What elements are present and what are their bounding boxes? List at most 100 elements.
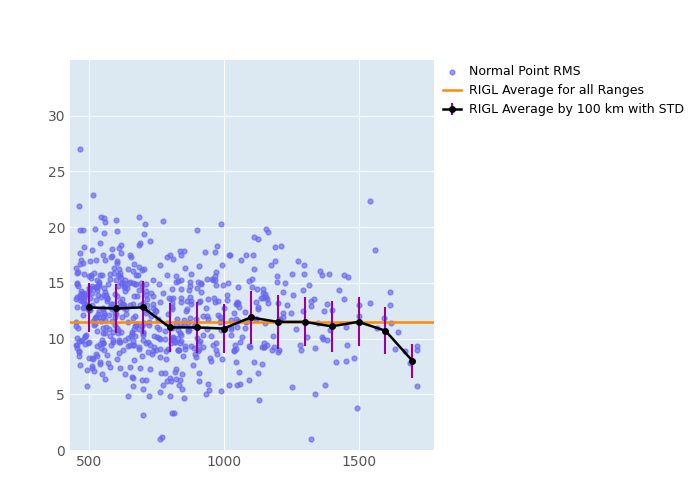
- Normal Point RMS: [183, 326, 195, 334]
- Normal Point RMS: [209, 272, 220, 280]
- Normal Point RMS: [126, 332, 137, 340]
- Normal Point RMS: [163, 345, 174, 353]
- Normal Point RMS: [146, 312, 157, 320]
- Normal Point RMS: [246, 276, 258, 283]
- Normal Point RMS: [353, 301, 364, 309]
- Normal Point RMS: [141, 340, 152, 347]
- Normal Point RMS: [155, 262, 166, 270]
- Normal Point RMS: [97, 271, 108, 279]
- Normal Point RMS: [100, 291, 111, 299]
- Normal Point RMS: [78, 258, 89, 266]
- Normal Point RMS: [113, 244, 125, 252]
- Normal Point RMS: [172, 326, 183, 334]
- Normal Point RMS: [93, 306, 104, 314]
- Normal Point RMS: [134, 239, 146, 247]
- Normal Point RMS: [154, 353, 165, 361]
- Normal Point RMS: [231, 382, 242, 390]
- Normal Point RMS: [131, 270, 142, 278]
- Normal Point RMS: [78, 244, 90, 252]
- Normal Point RMS: [104, 270, 116, 278]
- Normal Point RMS: [259, 339, 270, 347]
- Normal Point RMS: [102, 294, 113, 302]
- Normal Point RMS: [272, 300, 284, 308]
- Normal Point RMS: [134, 345, 145, 353]
- Normal Point RMS: [131, 292, 142, 300]
- Normal Point RMS: [225, 316, 237, 324]
- Normal Point RMS: [74, 352, 85, 360]
- Normal Point RMS: [143, 392, 154, 400]
- Normal Point RMS: [252, 369, 263, 377]
- Normal Point RMS: [252, 305, 263, 313]
- Normal Point RMS: [100, 323, 111, 331]
- Normal Point RMS: [134, 213, 145, 221]
- Normal Point RMS: [73, 347, 84, 355]
- Normal Point RMS: [231, 358, 242, 366]
- Normal Point RMS: [123, 278, 134, 286]
- Normal Point RMS: [90, 314, 101, 322]
- Normal Point RMS: [181, 308, 192, 316]
- Normal Point RMS: [211, 242, 222, 250]
- Normal Point RMS: [71, 342, 82, 349]
- Normal Point RMS: [75, 226, 86, 234]
- Normal Point RMS: [214, 313, 225, 321]
- Normal Point RMS: [87, 191, 98, 199]
- Normal Point RMS: [90, 256, 101, 264]
- Normal Point RMS: [129, 332, 140, 340]
- Normal Point RMS: [87, 282, 98, 290]
- Normal Point RMS: [143, 348, 154, 356]
- Normal Point RMS: [309, 344, 320, 351]
- Normal Point RMS: [209, 298, 220, 306]
- Normal Point RMS: [97, 329, 108, 337]
- Normal Point RMS: [277, 288, 288, 296]
- Normal Point RMS: [246, 282, 258, 290]
- Normal Point RMS: [111, 227, 122, 235]
- Normal Point RMS: [158, 382, 169, 390]
- Normal Point RMS: [76, 297, 88, 305]
- Normal Point RMS: [177, 352, 188, 360]
- Normal Point RMS: [193, 278, 204, 285]
- Normal Point RMS: [176, 276, 187, 283]
- Normal Point RMS: [330, 358, 342, 366]
- Normal Point RMS: [155, 434, 166, 442]
- Normal Point RMS: [184, 314, 195, 322]
- Normal Point RMS: [179, 346, 190, 354]
- Normal Point RMS: [72, 334, 83, 342]
- Normal Point RMS: [169, 338, 181, 346]
- Normal Point RMS: [187, 362, 198, 370]
- Normal Point RMS: [232, 318, 244, 326]
- Normal Point RMS: [129, 292, 140, 300]
- Normal Point RMS: [138, 318, 149, 326]
- Normal Point RMS: [214, 318, 225, 326]
- Normal Point RMS: [186, 342, 197, 350]
- Normal Point RMS: [260, 293, 272, 301]
- Normal Point RMS: [98, 284, 109, 292]
- Normal Point RMS: [241, 318, 252, 326]
- Normal Point RMS: [74, 291, 85, 299]
- Normal Point RMS: [411, 346, 422, 354]
- Normal Point RMS: [194, 339, 205, 347]
- Normal Point RMS: [81, 301, 92, 309]
- Normal Point RMS: [222, 279, 233, 287]
- Normal Point RMS: [83, 284, 94, 292]
- Normal Point RMS: [126, 330, 137, 338]
- Normal Point RMS: [154, 325, 165, 333]
- Normal Point RMS: [92, 282, 103, 290]
- Normal Point RMS: [121, 284, 132, 292]
- Normal Point RMS: [119, 288, 130, 296]
- Normal Point RMS: [253, 303, 264, 311]
- Normal Point RMS: [333, 286, 344, 294]
- Normal Point RMS: [225, 322, 237, 330]
- Normal Point RMS: [149, 306, 160, 314]
- Normal Point RMS: [298, 286, 309, 294]
- Normal Point RMS: [297, 307, 308, 315]
- Normal Point RMS: [170, 272, 181, 280]
- Normal Point RMS: [141, 291, 152, 299]
- Normal Point RMS: [164, 251, 176, 259]
- Normal Point RMS: [96, 344, 107, 352]
- Normal Point RMS: [71, 293, 82, 301]
- Normal Point RMS: [255, 294, 266, 302]
- Normal Point RMS: [73, 348, 84, 356]
- Normal Point RMS: [116, 328, 127, 336]
- Normal Point RMS: [113, 348, 125, 356]
- Normal Point RMS: [185, 294, 196, 302]
